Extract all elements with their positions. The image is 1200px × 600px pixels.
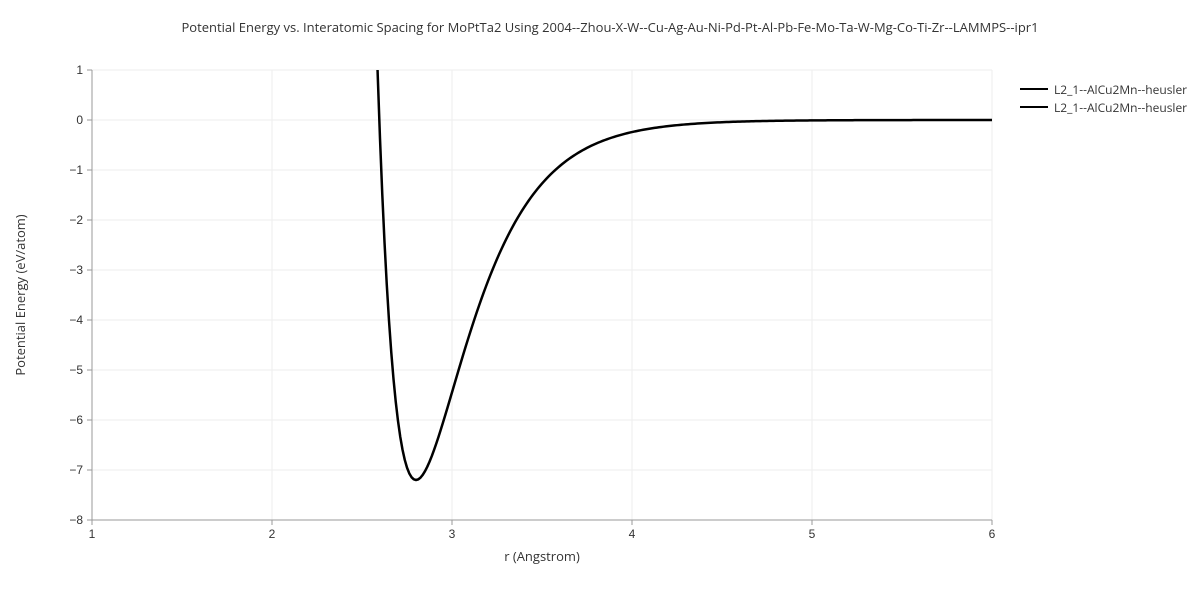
svg-text:−8: −8 [69, 513, 83, 527]
svg-text:5: 5 [809, 527, 816, 541]
svg-text:2: 2 [269, 527, 276, 541]
svg-text:−1: −1 [69, 163, 83, 177]
legend: L2_1--AlCu2Mn--heuslerL2_1--AlCu2Mn--heu… [1020, 80, 1187, 116]
chart-container: Potential Energy vs. Interatomic Spacing… [0, 0, 1200, 600]
svg-text:−4: −4 [69, 313, 83, 327]
svg-text:1: 1 [89, 527, 96, 541]
svg-text:0: 0 [76, 113, 83, 127]
svg-text:6: 6 [989, 527, 996, 541]
svg-text:4: 4 [629, 527, 636, 541]
svg-text:−7: −7 [69, 463, 83, 477]
svg-text:−3: −3 [69, 263, 83, 277]
legend-swatch [1020, 88, 1048, 90]
svg-text:1: 1 [76, 63, 83, 77]
svg-text:−5: −5 [69, 363, 83, 377]
legend-entry[interactable]: L2_1--AlCu2Mn--heusler [1020, 98, 1187, 116]
legend-label: L2_1--AlCu2Mn--heusler [1054, 99, 1187, 116]
legend-label: L2_1--AlCu2Mn--heusler [1054, 81, 1187, 98]
svg-text:−2: −2 [69, 213, 83, 227]
svg-text:3: 3 [449, 527, 456, 541]
svg-text:−6: −6 [69, 413, 83, 427]
legend-entry[interactable]: L2_1--AlCu2Mn--heusler [1020, 80, 1187, 98]
legend-swatch [1020, 106, 1048, 108]
